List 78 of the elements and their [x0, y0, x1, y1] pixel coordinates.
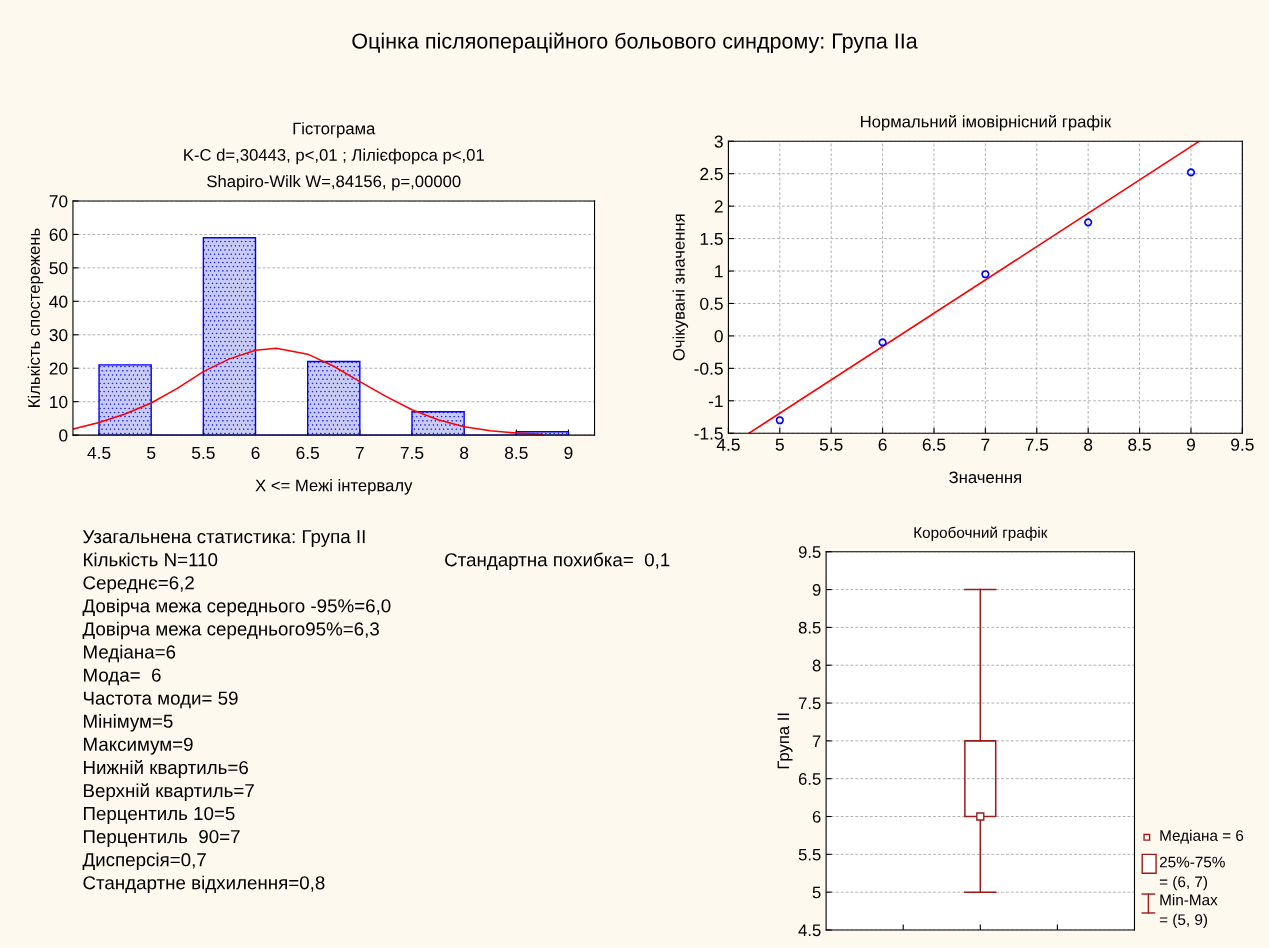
- text: Min-Max = (5, 9): [1159, 894, 1218, 929]
- y-tick-label: 3: [714, 135, 723, 148]
- text: Перцентиль 10=5: [84, 806, 235, 824]
- x-tick-label: 9: [1186, 438, 1195, 451]
- x-tick-label: 6: [878, 438, 887, 451]
- y-tick-label: 4.5: [798, 924, 821, 937]
- chart-title: Гістограма: [293, 122, 376, 138]
- x-tick-label: 4.5: [87, 446, 111, 459]
- y-tick-label: 8: [812, 659, 821, 672]
- text: Оцінка післяопераційного больового синдрому: Група IIa: [352, 32, 918, 53]
- x-axis-title: X <= Межі інтервалу: [255, 479, 413, 495]
- text: Медіана=6: [84, 644, 176, 663]
- y-tick-label: 20: [49, 362, 68, 375]
- text: Максимум=9: [84, 737, 193, 755]
- x-tick-label: 7: [355, 446, 364, 459]
- text: Частота моди= 59: [83, 691, 238, 709]
- text: Дисперсія=0,7: [82, 852, 206, 871]
- x-tick-label: 8.5: [1128, 438, 1151, 451]
- text: Мода= 6: [84, 668, 161, 686]
- text: Узагальнена статистика: Група II: [82, 530, 365, 547]
- text: Медіана = 6: [1160, 829, 1244, 844]
- text: Нижній квартиль=6: [84, 760, 248, 778]
- chart-title: Коробочний графік: [914, 526, 1048, 542]
- x-tick-label: 8.5: [504, 446, 528, 459]
- y-tick-label: 9.5: [798, 546, 821, 558]
- y-tick-label: -1.5: [694, 427, 723, 440]
- y-tick-label: 2: [714, 200, 723, 213]
- text: Стандартне відхилення=0,8: [83, 875, 325, 894]
- x-tick-label: 8: [460, 446, 469, 459]
- y-tick-label: 5.5: [798, 848, 821, 861]
- x-tick-label: 5.5: [191, 446, 215, 459]
- y-axis-title: Група II: [777, 713, 793, 769]
- x-tick-label: 7.5: [400, 446, 424, 459]
- y-tick-label: 6: [812, 810, 821, 823]
- x-tick-label: 7.5: [1025, 438, 1049, 451]
- text: Верхній квартиль=7: [84, 783, 254, 801]
- x-tick-label: 6.5: [296, 446, 320, 459]
- y-tick-label: 9: [812, 583, 821, 596]
- x-tick-label: 5: [147, 446, 156, 459]
- y-tick-label: 10: [50, 395, 68, 409]
- y-tick-label: 5: [812, 886, 821, 899]
- y-axis-title: Очікувані значення: [672, 214, 689, 361]
- x-tick-label: 5: [775, 438, 784, 451]
- x-tick-label: 9: [564, 446, 573, 459]
- x-tick-label: 6: [251, 446, 260, 459]
- y-tick-label: 50: [49, 262, 68, 275]
- text: Довірча межа середнього -95%=6,0: [82, 598, 391, 617]
- y-tick-label: 2.5: [700, 167, 723, 181]
- y-tick-label: 0.5: [700, 297, 723, 310]
- y-tick-label: 0: [59, 429, 68, 442]
- text: Мінімум=5: [84, 714, 173, 732]
- y-tick-label: 1: [715, 265, 723, 278]
- text: Кількість N=110: [84, 552, 218, 567]
- y-axis-title: Кількість спостережень: [27, 228, 44, 407]
- y-tick-label: -0.5: [694, 362, 723, 375]
- y-tick-label: 40: [49, 295, 68, 308]
- x-tick-label: 6.5: [922, 438, 946, 451]
- x-tick-label: 7: [981, 438, 990, 451]
- chart-title: Нормальний імовірнісний графік: [861, 114, 1112, 131]
- text: Довірча межа середнього95%=6,3: [82, 621, 379, 640]
- x-axis-title: Значення: [949, 471, 1021, 484]
- y-tick-label: -1: [708, 395, 723, 408]
- text: Стандартна похибка= 0,1: [445, 552, 670, 571]
- y-tick-label: 70: [49, 195, 68, 208]
- text: Перцентиль 90=7: [84, 829, 240, 847]
- y-tick-label: 8.5: [798, 621, 821, 634]
- y-tick-label: 7: [812, 735, 821, 747]
- y-tick-label: 30: [49, 328, 68, 342]
- y-tick-label: 6.5: [798, 773, 821, 785]
- y-tick-label: 0: [714, 330, 723, 343]
- x-tick-label: 8: [1084, 438, 1093, 451]
- x-tick-label: 9.5: [1231, 438, 1254, 451]
- y-tick-label: 60: [49, 228, 68, 241]
- text: Середнє=6,2: [83, 576, 194, 594]
- y-tick-label: 1.5: [700, 232, 723, 246]
- y-tick-label: 7.5: [798, 697, 821, 710]
- chart-subtitle: K-C d=,30443, p<,01 ; Лілієфорса p<,01 Shapiro-Wilk W=,84156, p=,00000: [184, 148, 484, 191]
- text: 25%-75% = (6, 7): [1159, 856, 1225, 891]
